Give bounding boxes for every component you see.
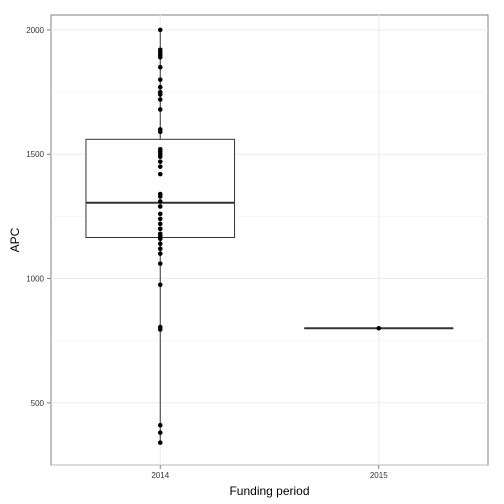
- x-tick-label: 2014: [151, 471, 169, 480]
- data-point: [157, 164, 163, 169]
- x-axis-ticks: 2014 2015: [151, 465, 388, 480]
- data-point: [157, 92, 163, 97]
- data-points: [157, 27, 382, 445]
- data-point: [157, 77, 163, 82]
- data-point: [157, 27, 163, 33]
- data-point: [157, 64, 163, 70]
- data-point: [157, 430, 163, 435]
- data-point: [157, 246, 163, 252]
- data-point: [157, 154, 163, 160]
- data-point: [157, 97, 163, 102]
- x-tick-label: 2015: [370, 471, 388, 480]
- y-tick-label: 2000: [26, 26, 44, 35]
- data-point: [376, 325, 382, 331]
- data-point: [157, 236, 163, 242]
- data-point: [157, 199, 163, 204]
- data-point: [157, 327, 163, 332]
- data-point: [157, 226, 163, 232]
- data-point: [157, 422, 163, 428]
- plot-panel: [50, 14, 489, 466]
- data-point: [157, 251, 163, 256]
- data-point: [157, 159, 163, 164]
- data-point: [157, 241, 163, 247]
- data-point: [157, 107, 163, 112]
- data-point: [157, 261, 163, 266]
- data-point: [157, 216, 163, 222]
- data-point: [157, 171, 163, 177]
- data-point: [157, 129, 163, 135]
- data-point: [157, 221, 163, 227]
- y-tick-label: 500: [31, 399, 45, 408]
- data-point: [157, 194, 163, 199]
- data-point: [157, 440, 163, 445]
- data-point: [157, 54, 163, 60]
- y-axis-title: APC: [8, 227, 22, 252]
- data-point: [157, 204, 163, 209]
- data-point: [157, 282, 163, 288]
- data-point: [157, 211, 163, 217]
- data-point: [157, 84, 163, 90]
- y-tick-label: 1000: [26, 275, 44, 284]
- y-axis-ticks: 500 1000 1500 2000: [26, 26, 51, 408]
- y-tick-label: 1500: [26, 150, 44, 159]
- x-axis-title: Funding period: [229, 484, 309, 498]
